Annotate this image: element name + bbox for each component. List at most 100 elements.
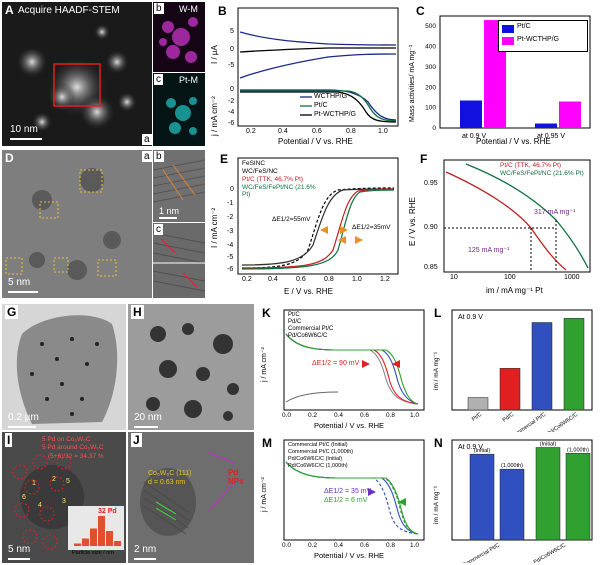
panel-b-xtick-0: 0.2 bbox=[246, 128, 256, 135]
panel-a-letter: A bbox=[5, 3, 14, 17]
panel-e-svg bbox=[237, 157, 399, 275]
haadf-particles-graphic bbox=[2, 2, 152, 146]
panel-b-ytick-3: 0 bbox=[230, 86, 234, 93]
bar-l-0 bbox=[467, 397, 489, 411]
panel-l-note: At 0.9 V bbox=[458, 314, 483, 321]
panel-h-image: H 20 nm bbox=[128, 304, 254, 430]
panel-e-xtick-3: 0.8 bbox=[324, 276, 334, 283]
panel-b-xtick-2: 0.6 bbox=[312, 128, 322, 135]
barlabel-n-2: (Initial) bbox=[540, 442, 557, 448]
panel-m-legend-4: Pd/Co6W6C/C (1,000th) bbox=[288, 463, 348, 469]
panel-j-scale-label: 2 nm bbox=[134, 544, 157, 555]
panel-j-crystal: Co₆W₆C (111) bbox=[148, 470, 192, 477]
panel-b-ytick-2: -5 bbox=[228, 62, 235, 69]
panel-g-image: G 0.2 µm bbox=[2, 304, 126, 430]
panel-g-letter: G bbox=[5, 305, 19, 319]
panel-m-xtick-3: 0.6 bbox=[360, 542, 370, 549]
legend-swatch-ptc bbox=[502, 25, 514, 33]
panel-b-ytick-0: 5 bbox=[230, 28, 234, 35]
panel-e-xtick-0: 0.2 bbox=[242, 276, 252, 283]
panel-b-svg bbox=[237, 7, 399, 127]
panel-e-legend-1: FeSINC bbox=[242, 160, 266, 167]
panel-ac-label: Pt-M bbox=[179, 75, 198, 85]
panel-a-title: Acquire HAADF-STEM bbox=[18, 5, 120, 16]
panel-f-legend-2: WC/FeS/FePt/NC (21.6% Pt) bbox=[500, 170, 584, 177]
panel-e-ann-2: ΔE1/2=35mV bbox=[352, 224, 391, 231]
panel-d-scale-label: 5 nm bbox=[8, 277, 31, 288]
panel-f-ann-1: 317 mA mg⁻¹ bbox=[534, 209, 576, 216]
panel-e-xtick-5: 1.2 bbox=[380, 276, 390, 283]
xlabel-l-2: Commercial Pt/C bbox=[510, 412, 548, 432]
hist-bar-5 bbox=[114, 541, 121, 546]
panel-m-legend-3: Pd/Co6W6C/C (Initial) bbox=[288, 456, 343, 462]
barlabel-n-0: (Initial) bbox=[474, 448, 491, 454]
panel-k-legend-4: Pd/Co6W6C/C bbox=[288, 333, 328, 339]
panel-m-xtick-1: 0.2 bbox=[308, 542, 318, 549]
panel-b-xtick-3: 0.8 bbox=[346, 128, 356, 135]
panel-f-xtick-1: 100 bbox=[504, 274, 516, 281]
panel-e-ytick-4: -4 bbox=[227, 242, 234, 249]
panel-j-letter: J bbox=[131, 433, 142, 447]
panel-k-xtick-3: 0.6 bbox=[360, 412, 370, 419]
panel-d-scale-bar bbox=[8, 291, 38, 293]
panel-dc-image: c bbox=[153, 223, 205, 298]
panel-f-ytick-2: 0.85 bbox=[424, 264, 438, 271]
panel-e-legend-4: WC/FeS/FePt/NC (21.6% Pt) bbox=[242, 184, 316, 198]
panel-db-lattice bbox=[153, 159, 205, 203]
panel-j-graphic bbox=[128, 432, 254, 563]
panel-b-ytick-6: -6 bbox=[228, 120, 235, 127]
panel-h-letter: H bbox=[131, 305, 144, 319]
xtick-0: at 0.9 V bbox=[462, 133, 486, 140]
panel-n-ylabel: im / mA mg⁻¹ bbox=[433, 485, 440, 524]
panel-j-image: J Co₆W₆C (111) d = 0.63 nm Pd NPs 2 nm bbox=[128, 432, 254, 563]
panel-b-ytick-4: -2 bbox=[228, 98, 235, 105]
panel-m-xtick-2: 0.4 bbox=[334, 542, 344, 549]
panel-f-xtick-0: 10 bbox=[450, 274, 458, 281]
panel-e-legend-2: WC/FeS/NC bbox=[242, 168, 278, 175]
panel-db-scale-label: 1 nm bbox=[159, 206, 180, 216]
panel-b-xtick-1: 0.4 bbox=[278, 128, 288, 135]
panel-c-letter: C bbox=[416, 4, 425, 18]
panel-m-ann-2: ΔE1/2 = 6 mV bbox=[324, 497, 368, 504]
panel-k-xtick-1: 0.2 bbox=[308, 412, 318, 419]
panel-l-ylabel: im / mA mg⁻¹ bbox=[433, 351, 440, 390]
panel-m-ann-1: ΔE1/2 = 35 mV bbox=[324, 488, 372, 495]
panel-k-legend-1: Pt/C bbox=[288, 312, 300, 318]
panel-f-legend-1: Pt/C (TTK, 46.7% Pt) bbox=[500, 162, 562, 169]
panel-i-scale-bar bbox=[8, 558, 30, 560]
xlabel-l-3: Pd/Co6W6C/C bbox=[546, 412, 579, 432]
panel-e-ytick-6: -6 bbox=[227, 266, 234, 273]
panel-k-xtick-0: 0.0 bbox=[282, 412, 292, 419]
panel-e-chart: E I / mA cm⁻² FeSINC WC/FeS/NC Pt/C (TTK… bbox=[208, 150, 404, 300]
hist-bar-4 bbox=[106, 531, 113, 546]
xtick-1: at 0.95 V bbox=[537, 133, 565, 140]
panel-b-ylabel-top: I / µA bbox=[210, 45, 219, 64]
panel-k-letter: K bbox=[262, 306, 271, 320]
barlabel-n-1: (1,000th) bbox=[501, 463, 523, 469]
panel-e-ytick-5: -5 bbox=[227, 254, 234, 261]
xlabel-n-0: Commercial Pt/C bbox=[462, 543, 501, 563]
w-map-graphic bbox=[153, 2, 205, 72]
panel-m-letter: M bbox=[262, 436, 272, 450]
panel-m-chart: M j / mA cm⁻² Commercial Pt/C (Initial) … bbox=[258, 434, 428, 563]
panel-f-ytick-1: 0.90 bbox=[424, 224, 438, 231]
panel-e-ann-1: ΔE1/2=55mV bbox=[272, 216, 311, 223]
panel-b-legend-2: Pt/C bbox=[314, 102, 328, 109]
panel-f-svg bbox=[443, 159, 591, 273]
panel-k-xtick-4: 0.8 bbox=[386, 412, 396, 419]
panel-f-ann-2: 125 mA mg⁻¹ bbox=[468, 247, 510, 254]
panel-m-svg bbox=[283, 439, 425, 541]
panel-a-scale-label: 10 nm bbox=[10, 124, 38, 135]
panel-b-xtick-4: 1.0 bbox=[378, 128, 388, 135]
panel-b-chart: B I / µA j / mA cm⁻² WCTHP/G Pt/C Pt-WCT… bbox=[208, 2, 404, 148]
panel-ab-letter: b bbox=[154, 3, 164, 14]
panel-g-sheet bbox=[2, 304, 126, 430]
panel-e-xtick-4: 1.0 bbox=[352, 276, 362, 283]
panel-i-scale-label: 5 nm bbox=[8, 544, 31, 555]
pt-map-graphic bbox=[153, 73, 205, 146]
panel-n-note: At 0.9 V bbox=[458, 444, 483, 451]
panel-j-dspace: d = 0.63 nm bbox=[148, 479, 186, 486]
bar-at-0.95-V-s1 bbox=[559, 101, 581, 128]
panel-d-letter: D bbox=[5, 151, 14, 165]
panel-dc-letter: c bbox=[154, 224, 163, 235]
